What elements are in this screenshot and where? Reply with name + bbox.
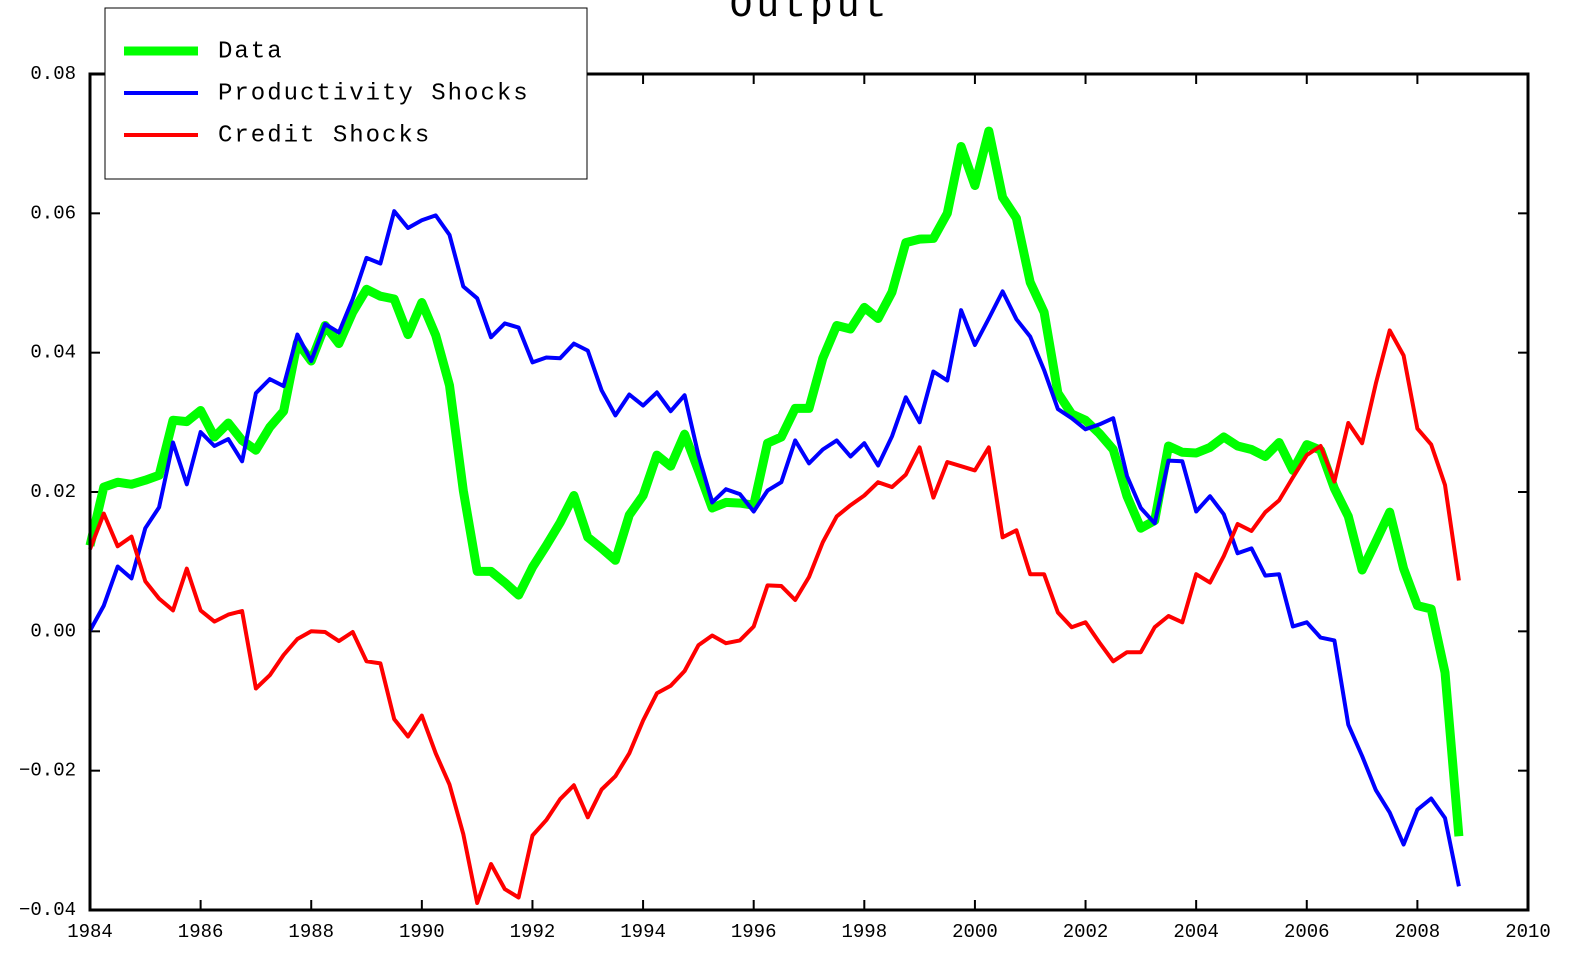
legend-label: Credit Shocks <box>218 122 431 149</box>
x-tick-label: 2010 <box>1505 921 1551 943</box>
y-tick-label: 0.00 <box>30 620 76 642</box>
x-tick-label: 1988 <box>288 921 334 943</box>
y-tick-label: −0.04 <box>19 899 76 921</box>
x-tick-label: 1990 <box>399 921 445 943</box>
x-tick-label: 1998 <box>842 921 888 943</box>
x-tick-label: 1994 <box>620 921 666 943</box>
legend-label: Data <box>218 38 284 65</box>
x-tick-label: 1996 <box>731 921 777 943</box>
x-tick-label: 2000 <box>952 921 998 943</box>
y-tick-label: 0.08 <box>30 63 76 85</box>
y-tick-label: 0.04 <box>30 342 76 364</box>
series-line <box>88 209 1461 887</box>
y-tick-label: −0.02 <box>19 760 76 782</box>
y-tick-label: 0.02 <box>30 481 76 503</box>
series-line <box>88 328 1461 905</box>
x-tick-label: 1986 <box>178 921 224 943</box>
x-tick-label: 1992 <box>510 921 556 943</box>
chart-title: Output <box>730 0 891 28</box>
series-line <box>85 126 1464 837</box>
x-tick-label: 2004 <box>1173 921 1219 943</box>
x-tick-label: 1984 <box>67 921 113 943</box>
x-tick-label: 2006 <box>1284 921 1330 943</box>
x-tick-label: 2008 <box>1395 921 1441 943</box>
legend-label: Productivity Shocks <box>218 80 530 107</box>
y-tick-label: 0.06 <box>30 202 76 224</box>
legend: Data Productivity Shocks Credit Shocks <box>104 7 588 180</box>
x-tick-label: 2002 <box>1063 921 1109 943</box>
plot-frame <box>88 72 1530 912</box>
